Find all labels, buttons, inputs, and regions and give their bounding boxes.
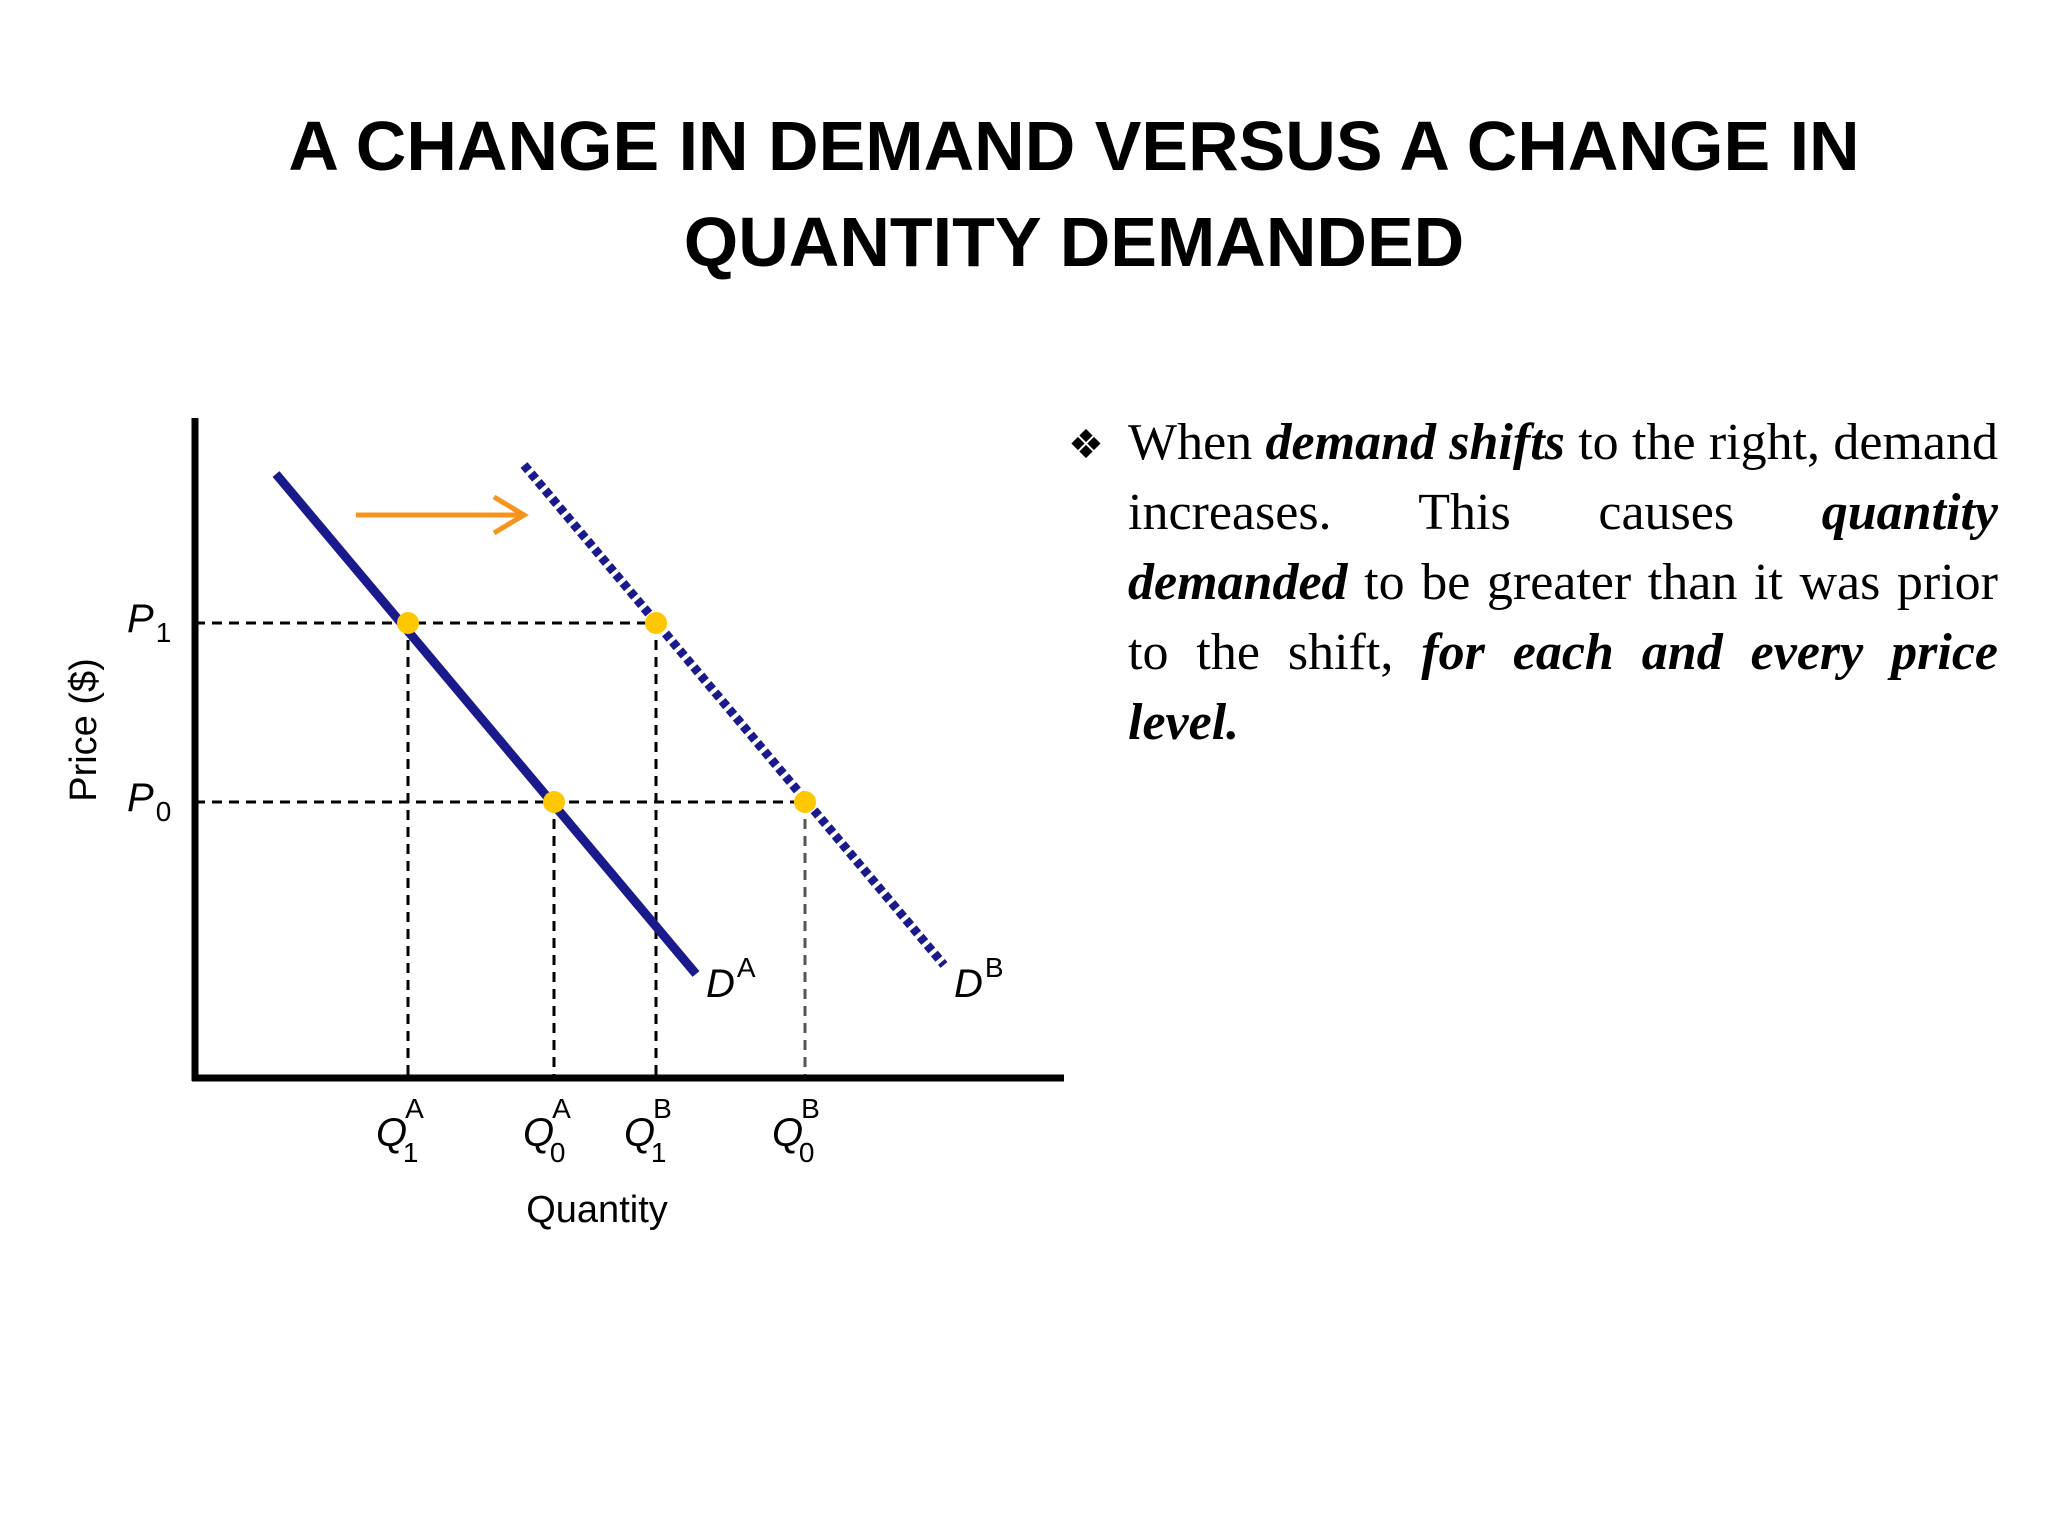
bullet-point: ❖ When demand shifts to the right, deman… xyxy=(1068,408,1998,758)
x-axis-title: Quantity xyxy=(526,1189,668,1231)
shift-arrow-icon xyxy=(356,494,529,536)
point-p0-da xyxy=(543,791,565,813)
y-axis-title: Price ($) xyxy=(63,658,105,802)
bullet-text: When demand shifts to the right, demand … xyxy=(1128,408,1998,758)
quantity-label-q1b: QB 1 xyxy=(624,1093,672,1168)
bullet-text-part-3: to be greater than it was prior to the s… xyxy=(1128,554,1998,681)
quantity-label-q0b: QB 0 xyxy=(772,1093,820,1168)
slide-title-line-1: A CHANGE IN DEMAND VERSUS A CHANGE IN xyxy=(288,107,1860,185)
bullet-text-part-2: to the right, demand increases. This cau… xyxy=(1128,414,1998,541)
price-label-p1: P1 xyxy=(127,597,171,648)
curve-label-db: DB xyxy=(954,952,1004,1006)
point-p1-da xyxy=(397,612,419,634)
demand-curve-a xyxy=(272,471,700,977)
point-p0-db xyxy=(794,791,816,813)
demand-curve-b xyxy=(520,462,948,968)
bullet-emphasis-quantity-demanded: quantity demanded xyxy=(1128,484,1998,611)
quantity-label-q0a: QA 0 xyxy=(523,1093,571,1168)
slide-title-line-2: QUANTITY DEMANDED xyxy=(683,203,1465,281)
price-label-p0: P0 xyxy=(127,776,171,827)
bullet-emphasis-every-price-level: for each and every price level. xyxy=(1128,624,1999,751)
bullet-emphasis-demand-shifts: demand shifts xyxy=(1265,414,1565,471)
bullet-text-part-1: When xyxy=(1128,414,1266,471)
diamond-bullet-icon: ❖ xyxy=(1068,422,1104,468)
curve-label-da: DA xyxy=(706,952,756,1006)
slide-title: A CHANGE IN DEMAND VERSUS A CHANGE IN QU… xyxy=(224,98,1924,290)
quantity-label-q1a: QA 1 xyxy=(376,1093,424,1168)
point-p1-db xyxy=(645,612,667,634)
